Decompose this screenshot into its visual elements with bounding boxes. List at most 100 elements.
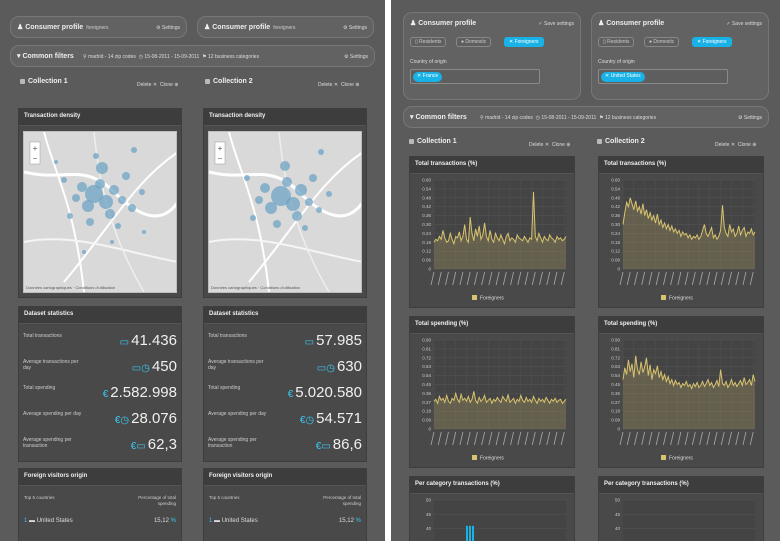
filter-icon: ▾	[17, 53, 21, 60]
delete-button[interactable]: Delete	[715, 142, 730, 148]
stat-avg-spending-transaction: Average spending per transaction €▭ 86,6	[204, 435, 366, 455]
clone-button[interactable]: Clone	[159, 82, 173, 88]
close-icon: ✕	[605, 73, 610, 79]
close-icon: ✕	[509, 39, 514, 45]
y-tick-label: 0.45	[611, 382, 620, 387]
filter-icon: ▾	[410, 114, 414, 121]
filter-dates: 15-08-2011 - 15-09-2011	[541, 115, 597, 121]
chart-panel-category-2: Per category transactions (%) 50454035	[598, 476, 764, 541]
x-tick-mark	[706, 271, 711, 286]
x-tick-mark	[445, 431, 449, 446]
clone-button[interactable]: Clone	[551, 142, 565, 148]
country-origin-field[interactable]: ✕ France	[410, 69, 540, 84]
consumer-profile-card-2[interactable]: ♟ Consumer profile foreigners ⚙ Settings	[197, 16, 374, 38]
filter-location: madrid - 14 zip codes	[485, 115, 533, 121]
x-tick-mark	[691, 271, 696, 286]
country-origin-label: Country of origin	[598, 59, 635, 65]
country-tag[interactable]: ✕ France	[413, 72, 443, 82]
origin-col-percentage: Percentage of total spending	[323, 495, 361, 506]
stat-total-spending: Total spending €2.582.998	[19, 383, 181, 403]
segment-residents[interactable]: ▯ Residents	[410, 37, 447, 47]
y-tick-label: 45	[615, 512, 621, 517]
clone-button[interactable]: Clone	[737, 142, 751, 148]
chart-svg: 0.60 0.54 0.48 0.42 0.36 0.30 0.24 0.18 0.12 0.06…	[611, 178, 756, 302]
filters-title-text: Common filters	[415, 114, 467, 121]
settings-label: Settings	[348, 25, 367, 31]
panel-header: Total spending (%)	[410, 317, 574, 334]
y-tick-label: 0.81	[422, 346, 431, 351]
stat-label: Average spending per day	[23, 411, 82, 417]
segment-foreigners[interactable]: ✕ Foreigners	[692, 37, 732, 47]
filters-title-text: Common filters	[22, 53, 74, 60]
stat-avg-transactions: Average transactions per day ▭◷ 630	[204, 357, 366, 377]
stat-label: Total transactions	[208, 333, 247, 339]
x-tick-mark	[648, 431, 653, 446]
country-origin-field[interactable]: ✕ United States	[598, 69, 728, 84]
country-tag[interactable]: ✕ United States	[601, 72, 645, 82]
x-tick-mark	[720, 431, 725, 446]
settings-button[interactable]: ⚙ Settings	[343, 25, 367, 31]
common-filters-bar[interactable]: ▾ Common filters ⚲ madrid - 14 zip codes…	[403, 106, 769, 128]
common-filters-bar[interactable]: ▾ Common filters ⚲ madrid - 14 zip codes…	[10, 45, 375, 67]
delete-button[interactable]: Delete	[137, 82, 152, 88]
clone-icon: ⊕	[566, 142, 571, 148]
x-tick-mark	[531, 271, 536, 286]
delete-button[interactable]: Delete	[318, 82, 333, 88]
flag-icon: ⚑	[202, 54, 207, 60]
segment-foreigners[interactable]: ✕ Foreigners	[504, 37, 544, 47]
density-map[interactable]: + − Données cartographiques · Conditions…	[23, 131, 177, 293]
chart-panel-transactions-2: Total transactions (%) 0.60 0.54 0.48 0.42 0…	[598, 156, 764, 308]
delete-button[interactable]: Delete	[529, 142, 544, 148]
x-tick-mark	[641, 271, 646, 286]
segment-domestic[interactable]: ● Domestic	[456, 37, 492, 47]
x-tick-mark	[474, 271, 478, 286]
filters-settings-button[interactable]: ⚙ Settings	[344, 54, 368, 60]
origin-value: 15,12 %	[339, 518, 361, 524]
y-tick-label: 0.60	[611, 178, 620, 183]
save-settings-button[interactable]: ✓ Save settings	[538, 21, 574, 27]
filters-settings-button[interactable]: ⚙ Settings	[738, 115, 762, 121]
close-icon: ✕	[730, 142, 736, 148]
x-tick-mark	[474, 431, 478, 446]
x-tick-mark	[749, 431, 754, 446]
x-tick-mark	[619, 431, 624, 446]
svg-text:+: +	[33, 144, 38, 153]
x-tick-mark	[619, 271, 624, 286]
y-tick-label: 0.24	[611, 231, 620, 236]
consumer-profile-card-1[interactable]: ♟ Consumer profile foreigners ⚙ Settings	[10, 16, 187, 38]
panel-title: Dataset statistics	[209, 311, 259, 317]
segment-domestic[interactable]: ● Domestic	[644, 37, 680, 47]
check-icon: ✓	[726, 21, 731, 27]
map-credit[interactable]: Conditions d'utilisation	[75, 285, 116, 290]
panel-header: Foreign visitors origin	[204, 469, 366, 486]
y-tick-label: 0.36	[422, 391, 431, 396]
map-credit[interactable]: Conditions d'utilisation	[260, 285, 301, 290]
x-tick-mark	[699, 431, 703, 446]
density-map[interactable]: + − Données cartographiques · Conditions…	[208, 131, 362, 293]
collection-title-text: Collection 1	[417, 138, 457, 145]
x-tick-mark	[684, 431, 689, 446]
y-tick-label: 40	[615, 526, 621, 531]
save-settings-button[interactable]: ✓ Save settings	[726, 21, 762, 27]
flag-icon: ▬	[29, 518, 36, 524]
map-credits: Données cartographiques · Conditions d'u…	[26, 285, 116, 290]
card-title: ♟ Consumer profile	[410, 19, 476, 27]
clone-button[interactable]: Clone	[340, 82, 354, 88]
origin-country: United States	[36, 518, 73, 524]
stat-value-text: 54.571	[316, 410, 362, 427]
legend-swatch	[472, 295, 477, 300]
x-tick-mark	[641, 431, 646, 446]
segment-label: Domestic	[653, 39, 675, 45]
collection-title: Collection 1	[20, 78, 68, 85]
transaction-density-panel: Transaction density	[18, 108, 182, 298]
segment-residents[interactable]: ▯ Residents	[598, 37, 635, 47]
stat-value: €▭ 86,6	[316, 436, 362, 453]
collection-actions: Delete ✕ Clone ⊕	[318, 82, 360, 88]
y-tick-label: 45	[426, 512, 432, 517]
y-tick-label: 0.12	[611, 249, 620, 254]
origin-value-text: 15,12	[338, 518, 354, 524]
panel-title: Transaction density	[24, 113, 81, 119]
legend-swatch	[472, 455, 477, 460]
settings-button[interactable]: ⚙ Settings	[156, 25, 180, 31]
x-tick-mark	[713, 271, 718, 286]
